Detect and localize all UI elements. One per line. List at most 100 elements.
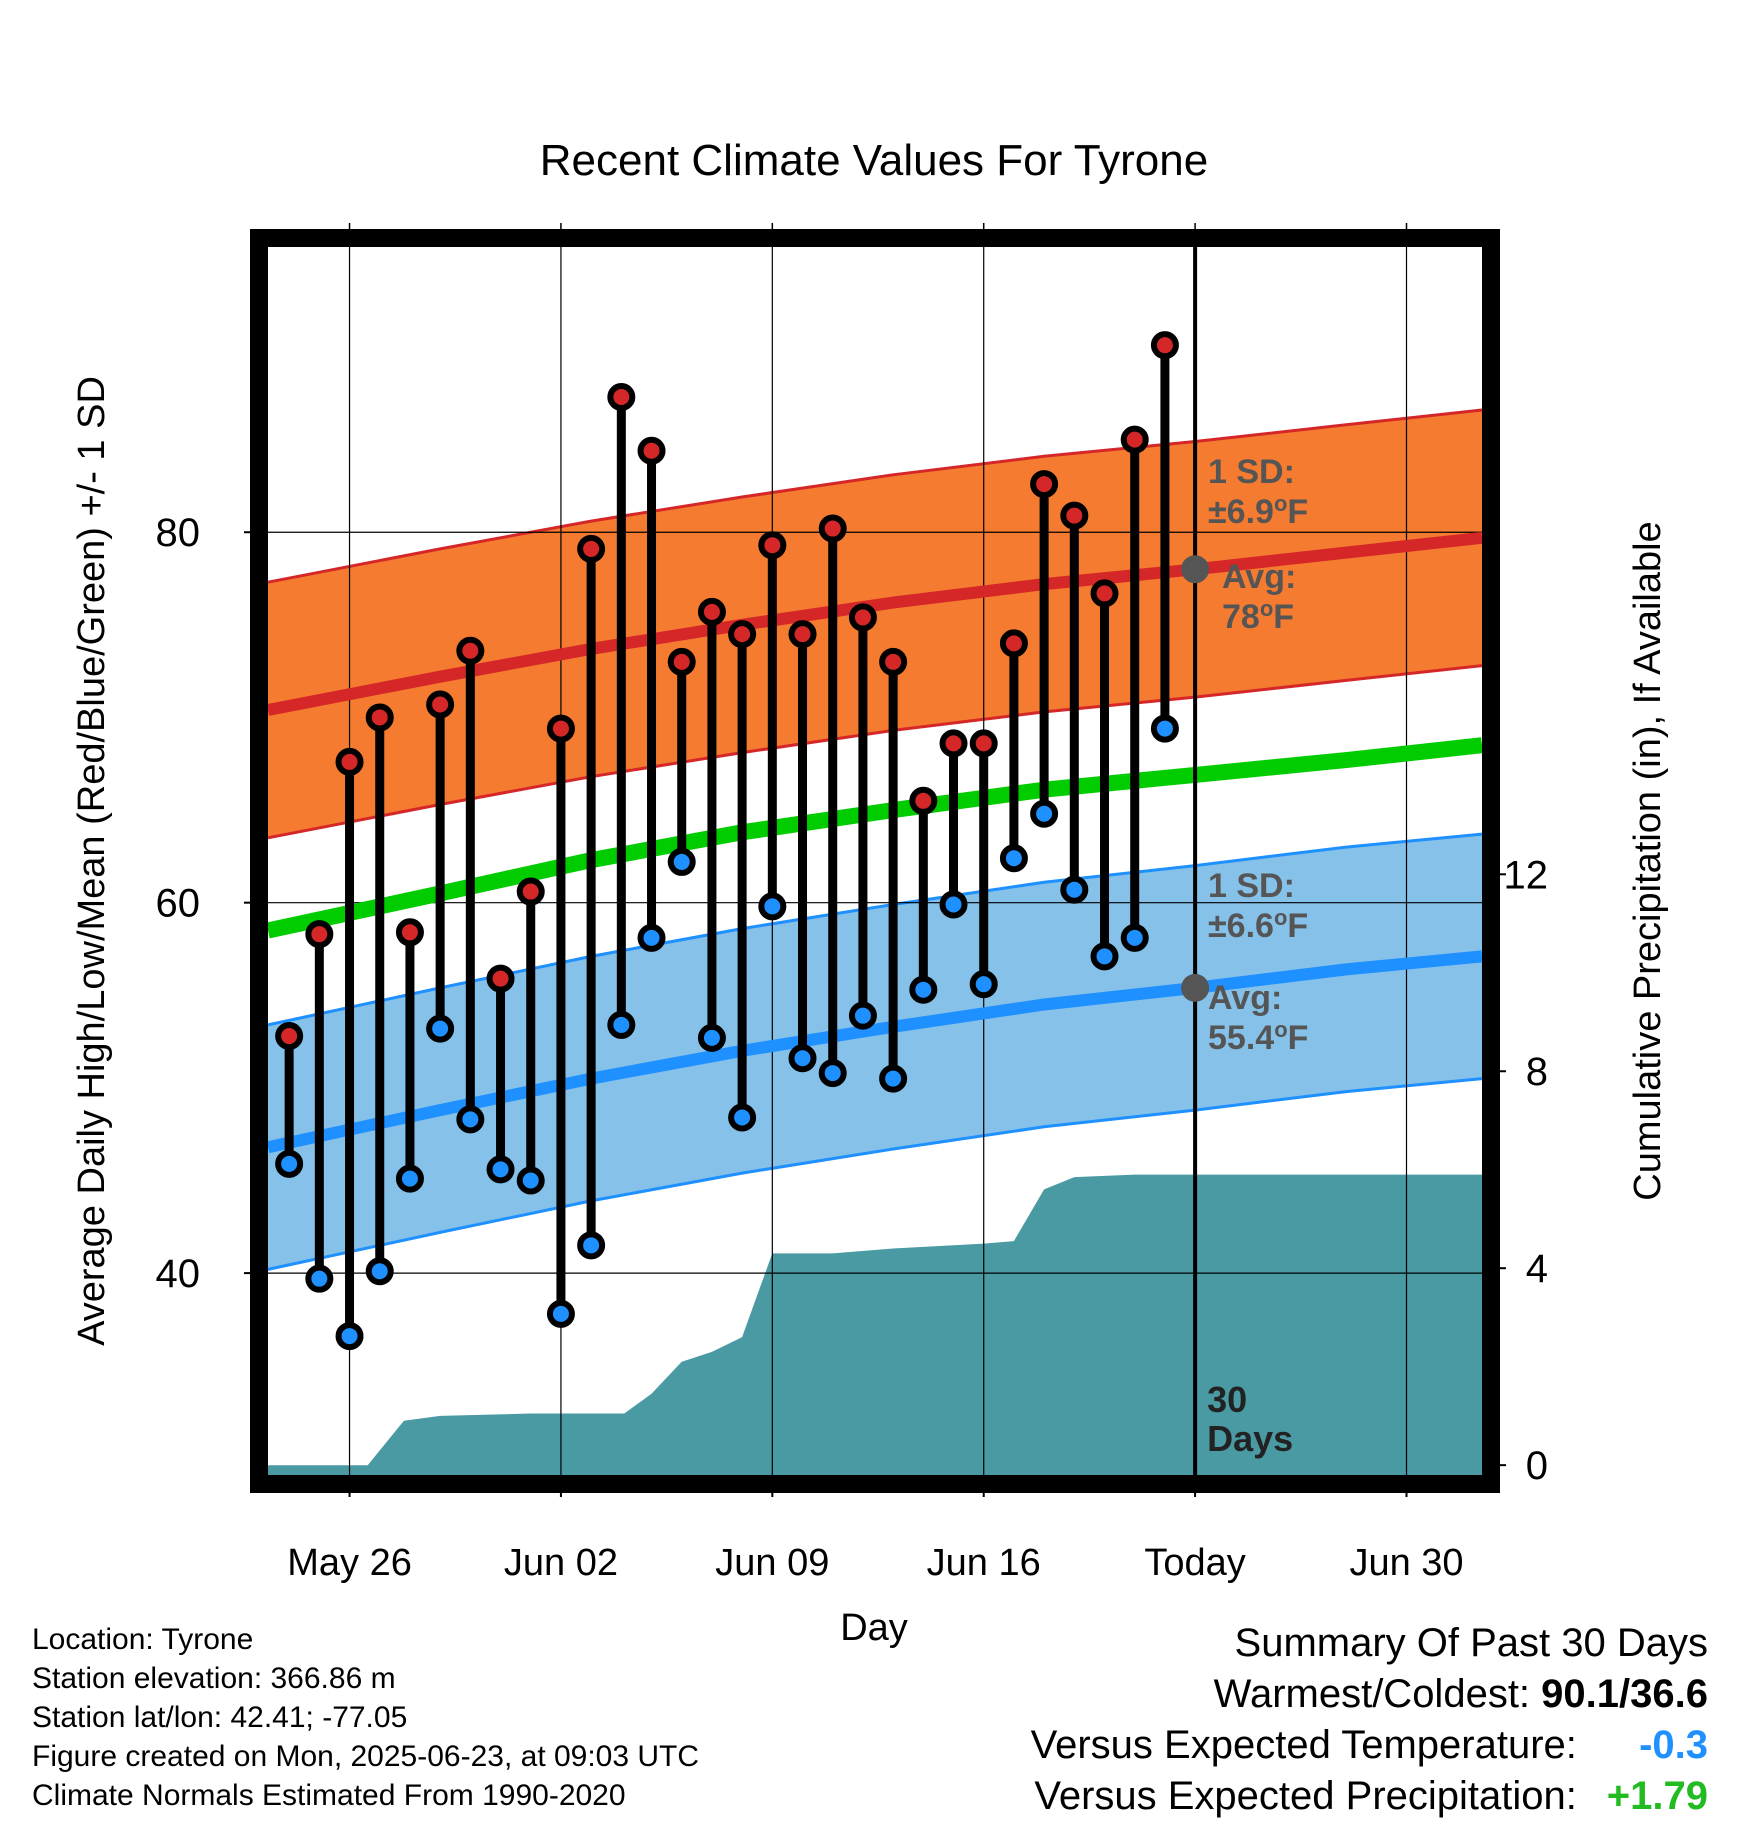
daily-low-point xyxy=(728,1103,757,1132)
y2-axis-label: Cumulative Precipitation (in), If Availa… xyxy=(1627,521,1669,1200)
x-tick-label: Today xyxy=(1144,1542,1245,1584)
x-tick-label: Jun 30 xyxy=(1349,1542,1463,1584)
x-axis-label: Day xyxy=(840,1607,908,1649)
daily-high-point xyxy=(546,714,575,743)
daily-high-point xyxy=(426,690,455,719)
x-tick-label: Jun 09 xyxy=(715,1542,829,1584)
x-tick-label: Jun 02 xyxy=(504,1542,618,1584)
daily-low-point xyxy=(969,970,998,999)
warm-cold-value: 90.1/36.6 xyxy=(1541,1672,1708,1716)
daily-low-point xyxy=(1120,923,1149,952)
daily-low-point xyxy=(456,1105,485,1134)
y-tick-label: 60 xyxy=(156,882,201,926)
daily-high-point xyxy=(879,647,908,676)
high-avg-label: Avg: xyxy=(1222,558,1296,596)
daily-high-point xyxy=(788,620,817,649)
normals-text: Climate Normals Estimated From 1990-2020 xyxy=(32,1779,626,1812)
precipitation-area xyxy=(268,1174,1482,1475)
y-axis-label: Average Daily High/Low/Mean (Red/Blue/Gr… xyxy=(71,376,113,1346)
daily-high-point xyxy=(305,920,334,949)
daily-high-point xyxy=(395,918,424,947)
daily-low-point xyxy=(848,1001,877,1030)
daily-low-point xyxy=(365,1257,394,1286)
daily-high-point xyxy=(607,383,636,412)
daily-low-point xyxy=(758,892,787,921)
daily-low-point xyxy=(818,1059,847,1088)
precip-label: Versus Expected Precipitation: xyxy=(1034,1774,1577,1818)
daily-high-point xyxy=(939,729,968,758)
high-avg-value: 78oF xyxy=(1222,596,1294,636)
daily-low-point xyxy=(1030,799,1059,828)
low-sd-value: ±6.6oF xyxy=(1208,905,1308,945)
daily-high-point xyxy=(697,597,726,626)
low-avg-label: Avg: xyxy=(1208,979,1282,1017)
precip-value: +1.79 xyxy=(1606,1774,1708,1818)
daily-low-point xyxy=(637,923,666,952)
daily-high-point xyxy=(637,436,666,465)
high-sd-band-upper-edge xyxy=(267,408,1483,584)
daily-high-point xyxy=(667,647,696,676)
y-tick-label: 80 xyxy=(156,511,201,555)
axes: May 26 Jun 02 Jun 09 Jun 16 Today Jun 3040608… xyxy=(71,223,1669,1649)
daily-high-point xyxy=(577,534,606,563)
daily-low-point xyxy=(697,1023,726,1052)
cumulative-precipitation xyxy=(268,1174,1482,1475)
high-normal-line xyxy=(266,531,1483,716)
daily-low-point xyxy=(305,1264,334,1293)
daily-high-point xyxy=(335,747,364,776)
today-days-count: 30 xyxy=(1207,1379,1247,1420)
created-text: Figure created on Mon, 2025-06-23, at 09… xyxy=(32,1740,700,1773)
daily-low-point xyxy=(395,1164,424,1193)
summary-panel: Summary Of Past 30 Days Warmest/Coldest:… xyxy=(1031,1618,1708,1822)
low-sd-label: 1 SD: xyxy=(1208,867,1295,905)
daily-high-point xyxy=(1030,470,1059,499)
daily-low-point xyxy=(426,1014,455,1043)
daily-high-point xyxy=(909,786,938,815)
y-tick-label: 40 xyxy=(156,1252,201,1296)
daily-high-point xyxy=(1120,425,1149,454)
daily-low-point xyxy=(999,844,1028,873)
daily-high-point xyxy=(365,703,394,732)
daily-low-point xyxy=(788,1044,817,1073)
daily-high-point xyxy=(1150,331,1179,360)
daily-high-point xyxy=(758,531,787,560)
low-sd-band xyxy=(268,834,1482,1270)
daily-high-point xyxy=(516,877,545,906)
warm-cold-row: Warmest/Coldest: 90.1/36.6 xyxy=(1031,1669,1708,1720)
plot-frame xyxy=(250,229,1500,1493)
y2-tick-label: 8 xyxy=(1526,1050,1548,1094)
daily-low-point xyxy=(516,1166,545,1195)
daily-low-point xyxy=(607,1010,636,1039)
warm-cold-label: Warmest/Coldest: xyxy=(1213,1672,1531,1716)
daily-low-point xyxy=(577,1231,606,1260)
daily-low-point xyxy=(1150,714,1179,743)
today-days-label: Days xyxy=(1207,1418,1293,1459)
temp-row: Versus Expected Temperature: -0.3 xyxy=(1031,1720,1708,1771)
low-avg-dot xyxy=(1181,973,1210,1002)
high-avg-dot xyxy=(1181,555,1210,584)
temp-label: Versus Expected Temperature: xyxy=(1030,1723,1577,1767)
x-tick-label: May 26 xyxy=(287,1542,412,1584)
daily-low-point xyxy=(909,975,938,1004)
y2-tick-label: 4 xyxy=(1526,1247,1548,1291)
chart-title: Recent Climate Values For Tyrone xyxy=(540,136,1208,185)
temp-value: -0.3 xyxy=(1639,1723,1708,1767)
daily-high-point xyxy=(486,964,515,993)
latlon-text: Station lat/lon: 42.41; -77.05 xyxy=(32,1701,408,1734)
daily-low-point xyxy=(1090,942,1119,971)
location-text: Location: Tyrone xyxy=(32,1623,254,1656)
plot-border xyxy=(250,229,1500,1493)
summary-title: Summary Of Past 30 Days xyxy=(1234,1621,1708,1665)
daily-high-point xyxy=(848,603,877,632)
x-tick-label: Jun 16 xyxy=(927,1542,1041,1584)
daily-low-point xyxy=(667,847,696,876)
daily-high-point xyxy=(456,636,485,665)
low-sd-band-lower-edge xyxy=(267,1077,1483,1271)
y2-tick-label: 0 xyxy=(1526,1444,1548,1488)
high-sd-label: 1 SD: xyxy=(1208,453,1295,491)
daily-high-point xyxy=(969,729,998,758)
daily-high-point xyxy=(275,1022,304,1051)
daily-low-point xyxy=(939,890,968,919)
